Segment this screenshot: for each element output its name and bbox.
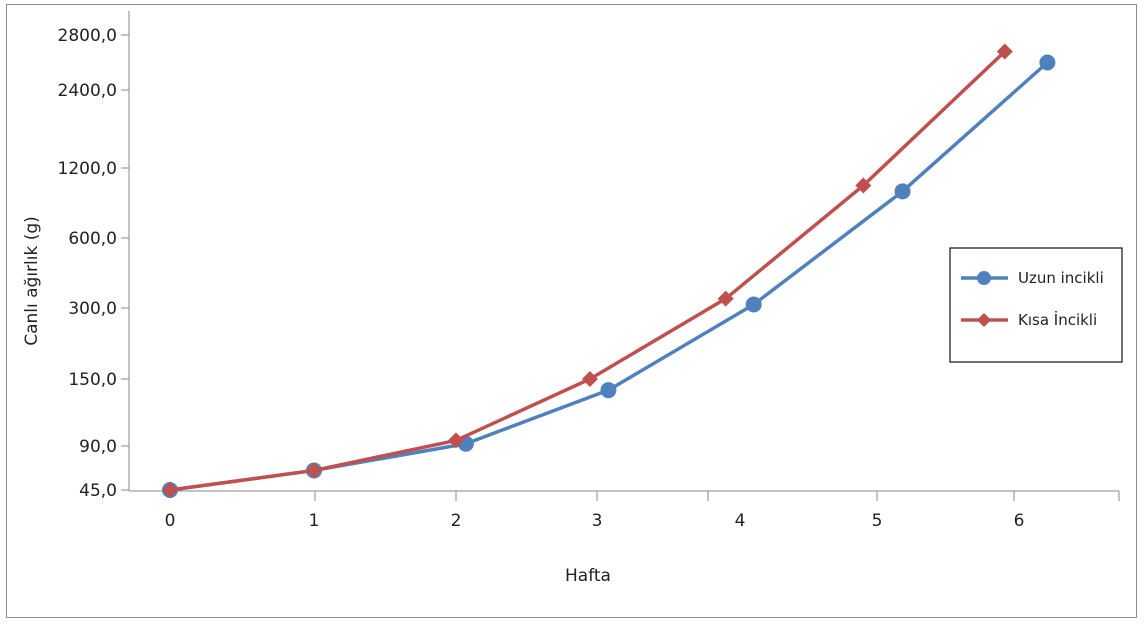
y-tick-label: 300,0 — [68, 299, 117, 319]
data-point-1 — [894, 183, 911, 200]
data-point-2 — [717, 290, 734, 307]
data-point-2 — [855, 177, 872, 194]
data-point-2 — [306, 462, 322, 479]
data-point-2 — [162, 482, 178, 498]
series-lines — [162, 43, 1056, 498]
data-point-2 — [996, 43, 1013, 60]
x-tick-label: 1 — [309, 511, 320, 531]
x-axis-ticks: 0 1 2 3 4 5 6 — [165, 491, 1120, 531]
legend-label-2: Kısa İncikli — [1018, 310, 1097, 329]
axes — [128, 11, 1119, 492]
x-tick-label: 0 — [165, 511, 176, 531]
legend: Uzun incikli Kısa İncikli — [949, 247, 1123, 363]
y-tick-label: 600,0 — [68, 229, 117, 249]
y-tick-label: 1200,0 — [58, 159, 117, 179]
series-line-1 — [169, 61, 1049, 492]
line-chart: 45,0 90,0 150,0 300,0 600,0 1200,0 2400,0 2800,… — [22, 11, 1123, 586]
data-point-1 — [1039, 54, 1056, 71]
x-axis-title: Hafta — [565, 566, 611, 586]
legend-box — [949, 247, 1123, 363]
data-point-1 — [600, 382, 617, 399]
data-point-2 — [581, 371, 598, 387]
data-point-2 — [448, 432, 464, 449]
legend-label-1: Uzun incikli — [1018, 269, 1104, 287]
y-tick-label: 150,0 — [68, 370, 117, 390]
y-tick-label: 2800,0 — [58, 26, 117, 46]
x-tick-label: 6 — [1014, 511, 1025, 531]
y-axis-title: Canlı ağırlık (g) — [22, 216, 42, 346]
y-tick-label: 90,0 — [79, 437, 117, 457]
y-axis-ticks: 45,0 90,0 150,0 300,0 600,0 1200,0 2400,0 2800,… — [58, 26, 129, 501]
y-tick-label: 45,0 — [79, 481, 117, 501]
y-tick-label: 2400,0 — [58, 81, 117, 101]
legend-marker-1 — [977, 271, 991, 285]
data-point-1 — [745, 296, 762, 313]
x-tick-label: 5 — [872, 511, 883, 531]
chart-frame: 45,0 90,0 150,0 300,0 600,0 1200,0 2400,0 2800,… — [6, 4, 1137, 618]
legend-marker-2 — [977, 313, 991, 327]
series-line-2 — [169, 50, 1007, 492]
x-tick-label: 2 — [451, 511, 462, 531]
x-tick-label: 3 — [592, 511, 603, 531]
x-tick-label: 4 — [735, 511, 746, 531]
